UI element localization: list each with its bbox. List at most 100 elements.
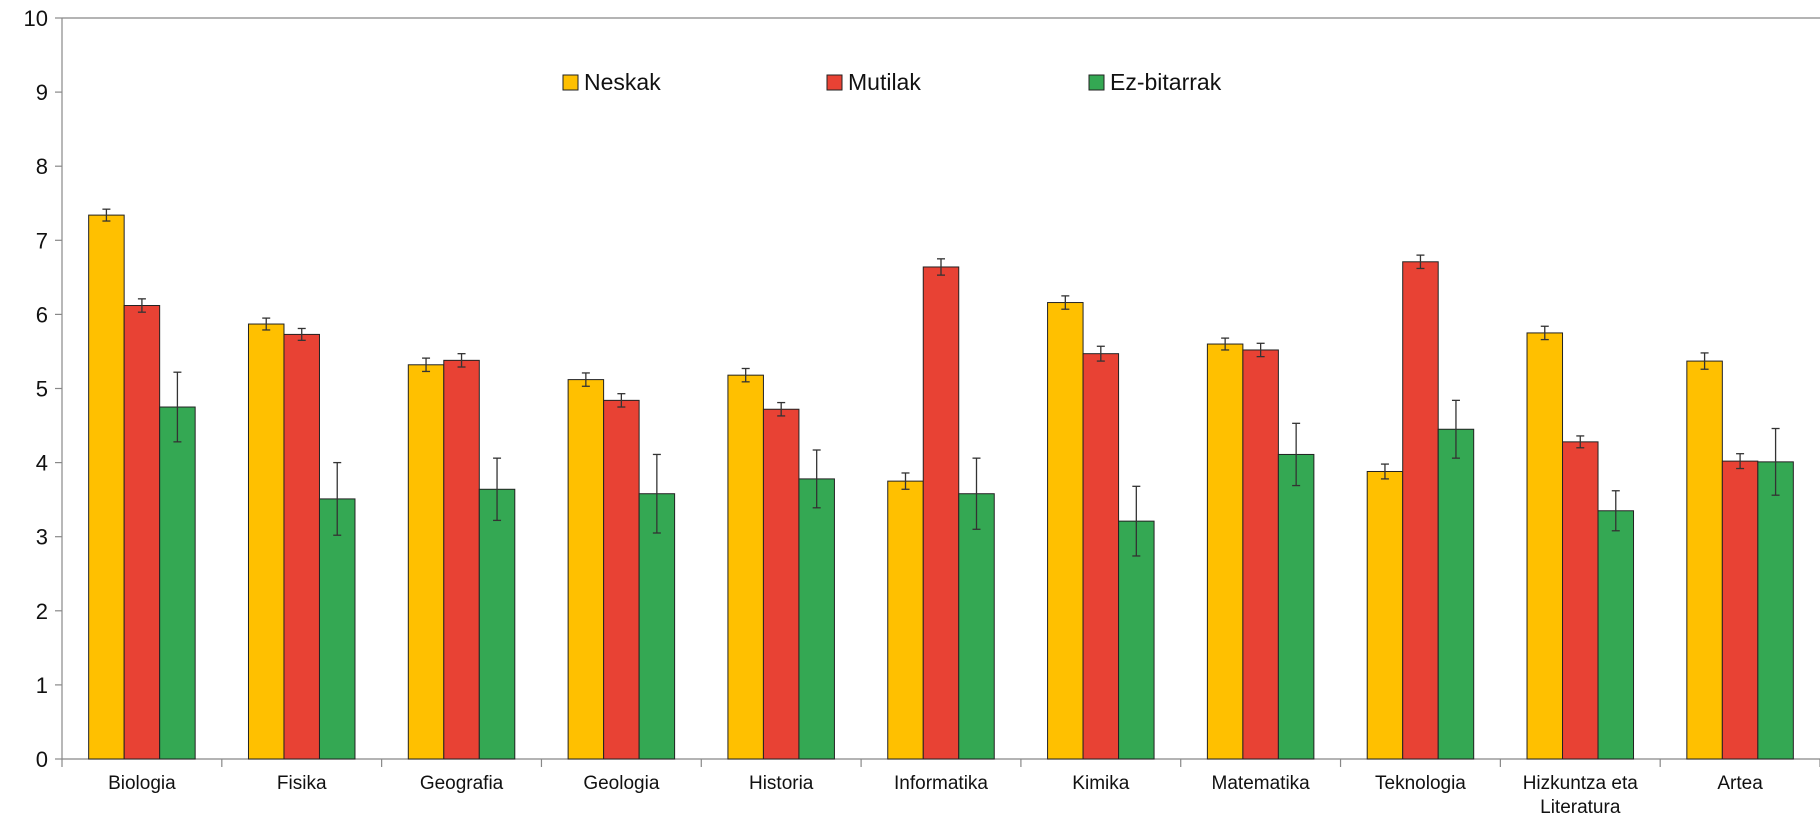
y-tick-label: 6 — [36, 302, 48, 327]
error-bar — [937, 258, 945, 276]
bar-mutilak-artea — [1721, 460, 1759, 760]
legend-item-ez-bitarrak: Ez-bitarrak — [1088, 69, 1222, 95]
x-tick-label: Kimika — [1072, 773, 1129, 794]
error-bar — [493, 457, 502, 522]
error-bar — [652, 453, 661, 534]
legend-label: Neskak — [584, 69, 661, 95]
error-bar — [1611, 490, 1620, 532]
x-tick-label: Matematika — [1212, 773, 1311, 794]
bar-neskak-fisika — [247, 323, 285, 760]
error-bar — [262, 317, 271, 331]
x-tick-label: Geologia — [583, 773, 659, 794]
legend-item-neskak: Neskak — [562, 69, 661, 95]
y-tick-label: 0 — [36, 747, 48, 772]
error-bar — [137, 298, 146, 313]
y-tick-label: 7 — [36, 228, 48, 253]
error-bar — [1256, 342, 1265, 358]
error-bar — [173, 371, 182, 443]
error-bar — [1221, 337, 1230, 351]
bar-neskak-kimika — [1047, 302, 1084, 760]
error-bar — [1451, 399, 1460, 459]
bar-mutilak-kimika — [1082, 353, 1120, 760]
error-bars — [102, 208, 1780, 557]
legend-swatch — [826, 74, 843, 91]
legend-swatch — [562, 74, 579, 91]
error-bar — [617, 393, 626, 408]
x-tick-label: Hizkuntza eta Literatura — [1523, 773, 1639, 818]
legend-label: Ez-bitarrak — [1110, 69, 1222, 95]
error-bar — [102, 208, 111, 222]
error-bar — [812, 449, 821, 509]
y-tick-label: 5 — [36, 377, 48, 402]
y-tick-label: 8 — [36, 154, 48, 179]
bar-ez-bitarrak-matematika — [1277, 453, 1315, 760]
bar-mutilak-matematika — [1242, 349, 1279, 760]
error-bar — [1380, 463, 1389, 480]
bar-mutilak-historia — [762, 408, 800, 760]
bar-mutilak-informatika — [922, 266, 960, 760]
y-tick-label: 10 — [24, 6, 48, 31]
error-bar — [1736, 453, 1745, 470]
error-bar — [972, 457, 981, 530]
bar-ez-bitarrak-artea — [1757, 461, 1794, 760]
error-bar — [1061, 295, 1070, 310]
bar-neskak-artea — [1686, 360, 1723, 760]
legend-swatch — [1088, 74, 1105, 91]
bar-ez-bitarrak-historia — [798, 478, 835, 760]
bar-ez-bitarrak-geografia — [478, 488, 516, 760]
y-tick-label: 1 — [36, 673, 48, 698]
x-axis: Biologia Fisika Geografia Geologia Historia I… — [61, 758, 1820, 818]
error-bar — [1096, 345, 1105, 362]
bar-mutilak-hizkuntza-eta — [1562, 441, 1599, 760]
x-tick-label: Informatika — [894, 773, 988, 794]
y-tick-label: 3 — [36, 525, 48, 550]
bar-mutilak-fisika — [283, 333, 320, 760]
y-tick-label: 9 — [36, 80, 48, 105]
error-bar — [457, 353, 466, 368]
y-tick-label: 2 — [36, 599, 48, 624]
bar-ez-bitarrak-informatika — [958, 493, 995, 760]
error-bar — [333, 461, 342, 536]
error-bar — [297, 327, 306, 341]
bar-ez-bitarrak-biologia — [159, 406, 196, 760]
error-bar — [1576, 435, 1585, 449]
bar-ez-bitarrak-teknologia — [1437, 428, 1475, 760]
x-tick-label: Teknologia — [1375, 773, 1466, 794]
bar-neskak-informatika — [887, 480, 924, 760]
legend: Neskak Mutilak Ez-bitarrak — [562, 69, 1222, 95]
error-bar — [1540, 325, 1549, 341]
legend-item-mutilak: Mutilak — [826, 69, 921, 95]
bar-neskak-geografia — [407, 364, 445, 760]
bar-neskak-hizkuntza-eta — [1526, 332, 1564, 760]
legend-label: Mutilak — [848, 69, 921, 95]
error-bar — [581, 372, 590, 387]
bar-ez-bitarrak-fisika — [318, 498, 356, 760]
error-bar — [741, 367, 750, 383]
error-bar — [1132, 485, 1141, 557]
bar-mutilak-geografia — [443, 359, 480, 760]
y-tick-label: 4 — [36, 451, 48, 476]
error-bar — [777, 401, 786, 417]
bar-mutilak-teknologia — [1402, 261, 1439, 760]
bars — [88, 214, 1794, 760]
bar-neskak-geologia — [567, 379, 605, 760]
error-bar — [1292, 422, 1301, 487]
bar-ez-bitarrak-kimika — [1118, 520, 1155, 760]
error-bar — [1700, 352, 1709, 370]
y-axis: 0 1 2 3 4 5 6 7 8 9 10 — [24, 6, 63, 772]
error-bar — [1771, 427, 1780, 496]
x-tick-label: Geografia — [420, 773, 504, 794]
bar-neskak-teknologia — [1366, 470, 1404, 760]
bar-neskak-historia — [727, 374, 764, 760]
bar-mutilak-biologia — [123, 305, 161, 760]
x-tick-label: Artea — [1717, 773, 1763, 794]
bar-neskak-biologia — [88, 214, 125, 760]
x-tick-label: Fisika — [277, 773, 327, 794]
bar-ez-bitarrak-hizkuntza-eta — [1597, 510, 1635, 760]
bar-neskak-matematika — [1206, 343, 1244, 760]
bar-mutilak-geologia — [603, 399, 640, 760]
error-bar — [422, 357, 431, 373]
error-bar — [1416, 254, 1425, 270]
